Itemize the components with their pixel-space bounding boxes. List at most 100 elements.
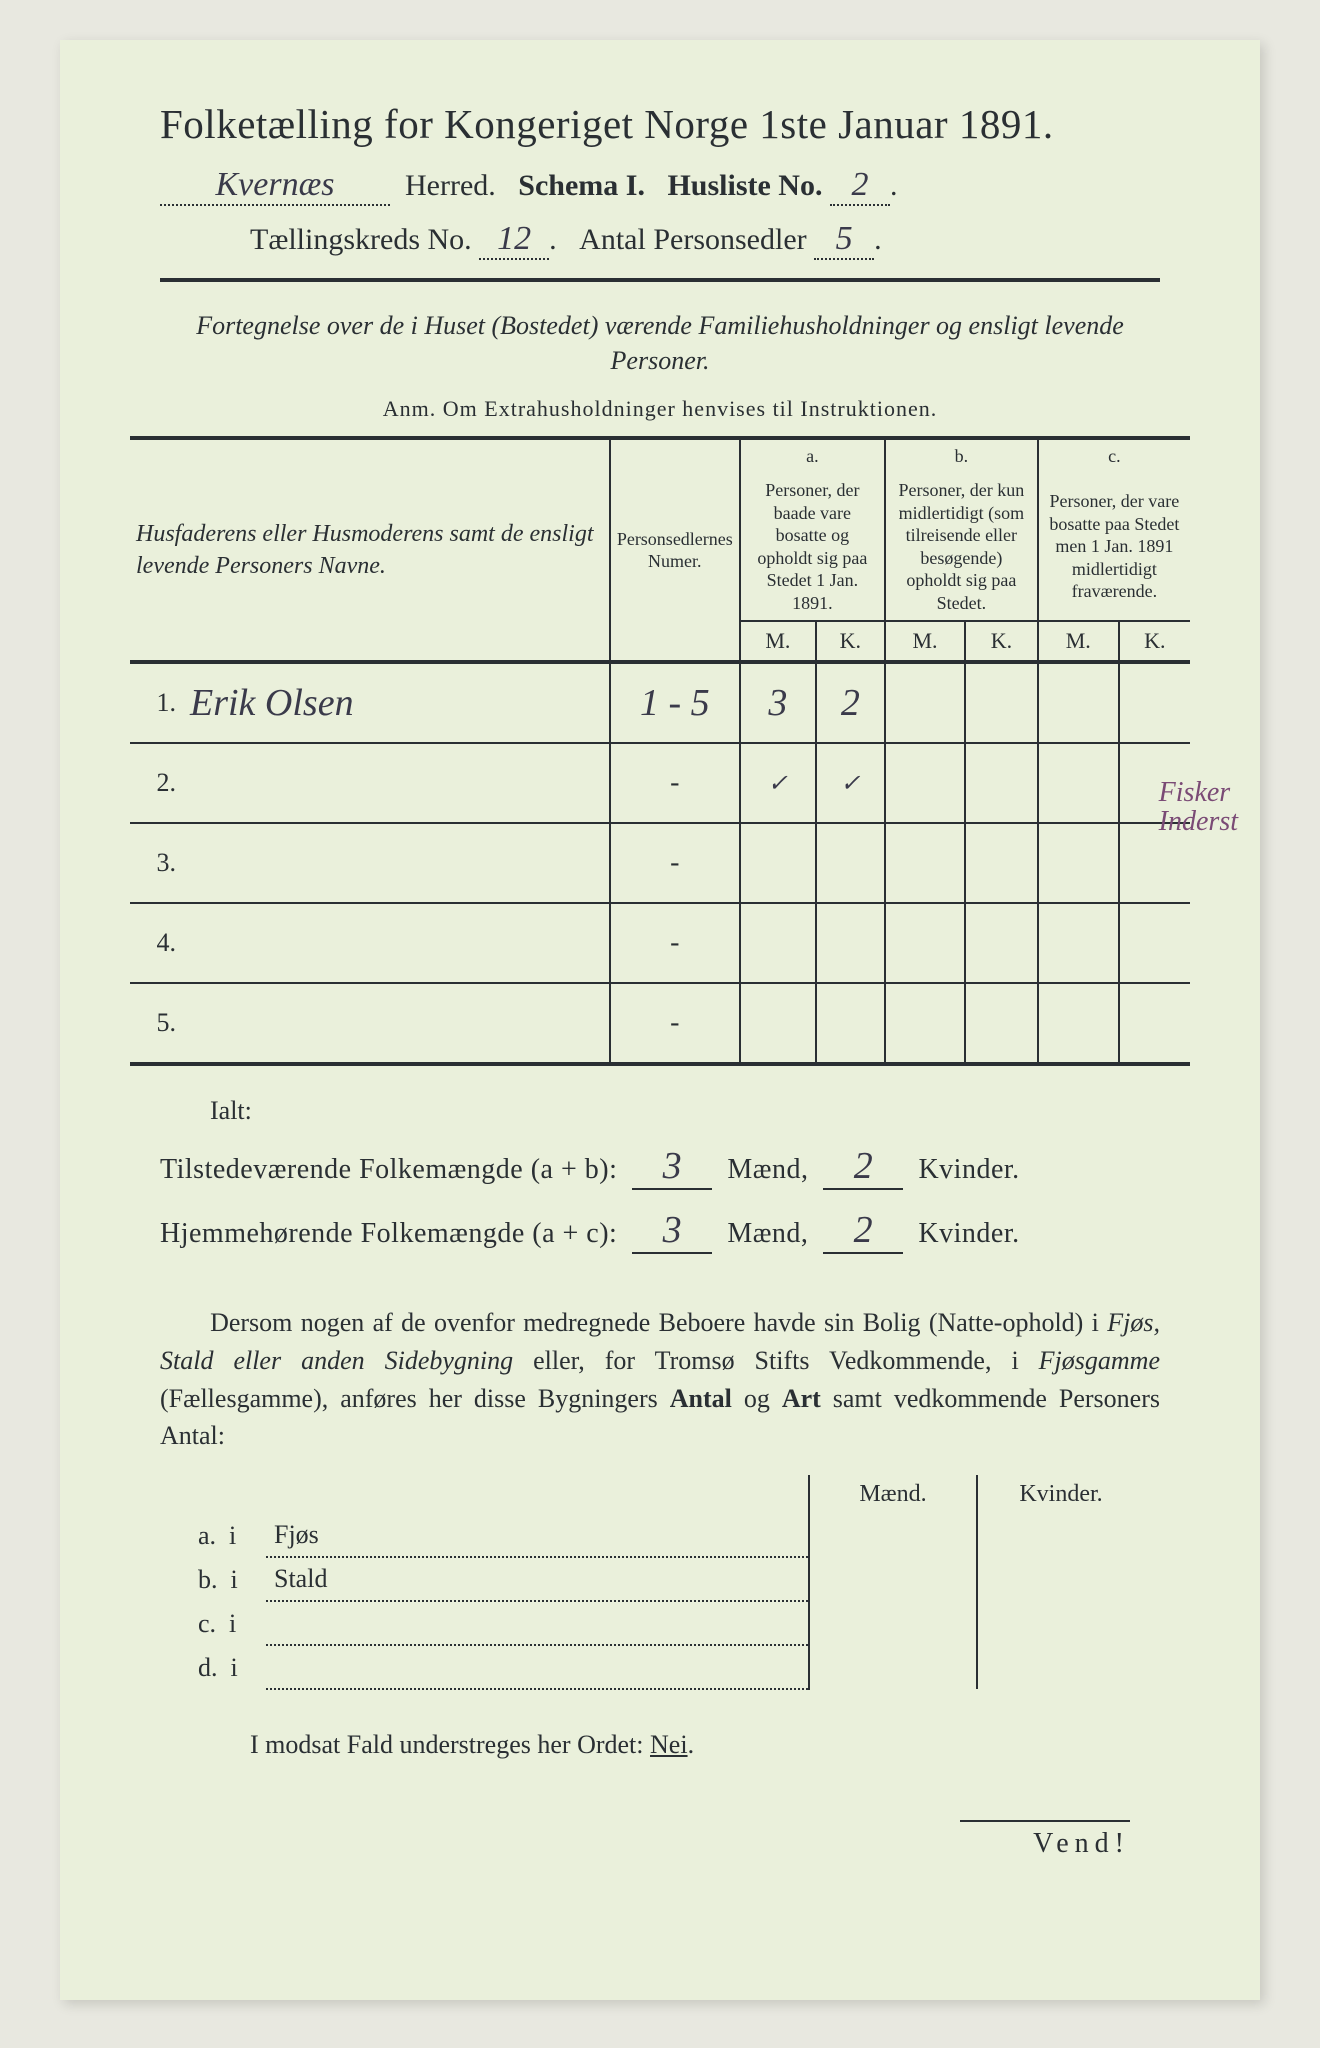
row-cK [1119,662,1190,743]
col-b-k: K. [965,621,1038,662]
row-cK [1119,903,1190,983]
kreds-no: 12 [497,220,531,257]
antal-label: Antal Personsedler [579,223,806,256]
col-personsedler: Personsedlernes Numer. [610,438,740,662]
row-ps: 1 - 5 [640,682,710,724]
row-aM [740,983,816,1064]
schema-label: Schema I. [518,169,645,202]
lower-d-label: d. i [190,1645,266,1689]
lower-a: Fjøs [266,1514,809,1557]
row-aK: ✓ [840,771,860,797]
row-num: 4. [130,903,186,983]
row-cM [1038,903,1119,983]
pop2-m: 3 [663,1209,683,1251]
husliste-no: 2 [851,166,868,203]
ialt-label: Ialt: [210,1096,1190,1126]
row-aM: 3 [768,682,787,724]
row-cK [1119,983,1190,1064]
lower-kvinder: Kvinder. [977,1475,1144,1514]
kreds-label: Tællingskreds No. [250,223,472,256]
pop1-k: 2 [854,1145,874,1187]
row-ps: - [610,823,740,903]
row-cM [1038,983,1119,1064]
sidebygning-paragraph: Dersom nogen af de ovenfor medregnede Be… [160,1304,1160,1455]
lower-c [266,1601,809,1645]
col-a-k: K. [816,621,885,662]
lower-table: Mænd. Kvinder. a. i Fjøs b. i Stald c. i… [190,1475,1144,1690]
pop-line-2: Hjemmehørende Folkemængde (a + c): 3 Mæn… [160,1208,1190,1254]
pop1-m: 3 [663,1145,683,1187]
pop2-k: 2 [854,1209,874,1251]
row-cM [1038,823,1119,903]
col-b-m: M. [885,621,965,662]
table-row: 3. - [130,823,1190,903]
col-c-k: K. [1119,621,1190,662]
row-aK [816,983,885,1064]
table-row: 1. Erik Olsen 1 - 5 3 2 [130,662,1190,743]
row-ps: - [610,983,740,1064]
col-a-m: M. [740,621,816,662]
herred-label: Herred. [405,169,496,202]
table-row: 5. - [130,983,1190,1064]
row-num: 5. [130,983,186,1064]
col-b-text: Personer, der kun midlertidigt (som tilr… [885,473,1038,621]
table-row: 2. - ✓ ✓ [130,743,1190,823]
row-name [186,983,610,1064]
row-bK [965,983,1038,1064]
row-aM [740,823,816,903]
row-bM [885,823,965,903]
row-bK [965,823,1038,903]
row-cM [1038,662,1119,743]
vend-label: Vend! [960,1820,1130,1860]
margin-note-fisker: Fisker Inderst [1159,778,1238,837]
antal-no: 5 [836,220,853,257]
row-bK [965,743,1038,823]
page-title: Folketælling for Kongeriget Norge 1ste J… [130,100,1190,148]
col-a-text: Personer, der baade vare bosatte og opho… [740,473,885,621]
row-name [186,903,610,983]
row-aM [740,903,816,983]
row-cM [1038,743,1119,823]
row-ps: - [610,743,740,823]
main-table: Husfaderens eller Husmoderens samt de en… [130,436,1190,1066]
col-names: Husfaderens eller Husmoderens samt de en… [130,438,610,662]
lower-b-label: b. i [190,1557,266,1601]
row-bM [885,983,965,1064]
nei-line: I modsat Fald understreges her Ordet: Ne… [250,1730,1190,1760]
row-name [186,743,610,823]
table-row: 4. - [130,903,1190,983]
row-ps: - [610,903,740,983]
header-line-2: Tællingskreds No. 12. Antal Personsedler… [130,220,1190,260]
col-c-text: Personer, der vare bosatte paa Stedet me… [1038,473,1190,621]
col-b-label: b. [885,438,1038,473]
row-name: Erik Olsen [190,682,354,724]
row-bM [885,662,965,743]
lower-b: Stald [266,1557,809,1601]
row-bK [965,662,1038,743]
row-aK [816,903,885,983]
row-name [186,823,610,903]
pop-line-1: Tilstedeværende Folkemængde (a + b): 3 M… [160,1144,1190,1190]
col-c-label: c. [1038,438,1190,473]
lower-a-label: a. i [190,1514,266,1557]
row-bM [885,903,965,983]
row-bK [965,903,1038,983]
row-aK: 2 [841,682,860,724]
lower-c-label: c. i [190,1601,266,1645]
col-a-label: a. [740,438,885,473]
form-subtitle: Fortegnelse over de i Huset (Bostedet) v… [170,308,1150,378]
row-bM [885,743,965,823]
row-num: 3. [130,823,186,903]
lower-d [266,1645,809,1689]
row-num: 2. [130,743,186,823]
header-line-1: Kvernæs Herred. Schema I. Husliste No. 2… [130,166,1190,206]
parish-name: Kvernæs [216,166,335,203]
row-aM: ✓ [768,771,788,797]
rule-1 [160,278,1160,282]
husliste-label: Husliste No. [667,169,822,202]
nei-word: Nei [650,1730,688,1759]
row-aK [816,823,885,903]
anm-note: Anm. Om Extrahusholdninger henvises til … [130,396,1190,422]
col-c-m: M. [1038,621,1119,662]
row-num: 1. [130,662,186,743]
